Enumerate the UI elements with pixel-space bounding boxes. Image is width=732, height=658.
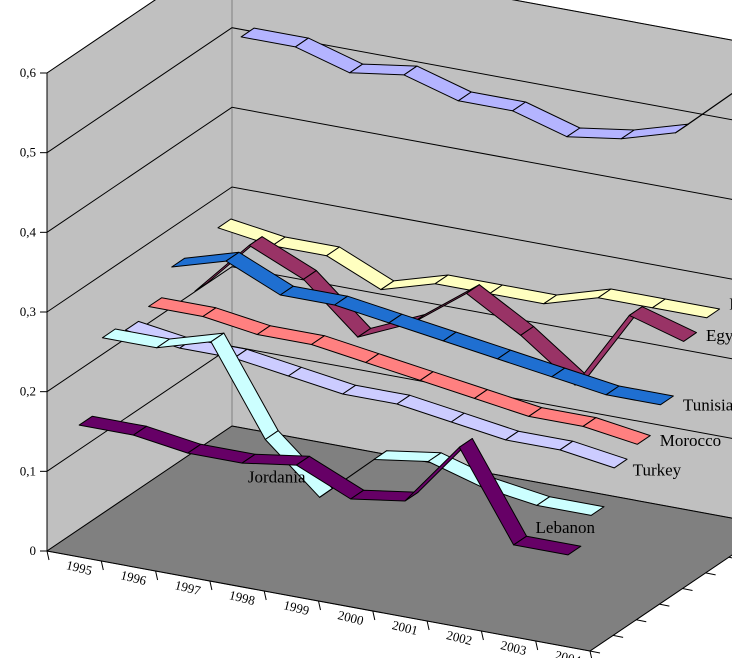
x-tick-label-1997: 1997 — [173, 577, 202, 598]
series-segment — [536, 496, 605, 516]
x-tick-mark — [426, 620, 430, 631]
x-tick-label-2000: 2000 — [336, 607, 365, 628]
x-tick-label-2004: 2004 — [554, 647, 583, 658]
series-jordania — [78, 415, 582, 556]
x-tick-mark — [100, 560, 104, 571]
depth-tick-mark — [705, 572, 716, 576]
series-label-israel: Israel — [729, 294, 732, 313]
series-label-tunisia: Tunisia — [683, 395, 732, 414]
series-algeria — [240, 27, 732, 140]
gridline — [46, 425, 732, 552]
x-tick-label-1996: 1996 — [119, 567, 148, 588]
x-tick-label-2002: 2002 — [445, 627, 474, 648]
series-label-jordania: Jordania — [248, 468, 306, 487]
depth-tick-mark — [589, 650, 601, 654]
series-segment — [675, 92, 732, 134]
y-tick-label: 0,3 — [20, 304, 36, 319]
gridline — [46, 186, 732, 313]
x-tick-mark — [535, 640, 539, 651]
gridline — [46, 106, 732, 233]
depth-tick-mark — [613, 634, 624, 638]
chart-series — [78, 27, 732, 556]
chart-gridlines — [46, 0, 732, 552]
x-tick-mark — [46, 550, 50, 561]
y-tick-label: 0,1 — [20, 463, 36, 478]
x-tick-mark — [318, 600, 321, 611]
series-label-lebanon: Lebanon — [536, 518, 596, 537]
series-israel — [217, 218, 721, 319]
x-tick-mark — [480, 630, 484, 641]
series-segment — [582, 417, 651, 445]
x-tick-label-1995: 1995 — [65, 557, 94, 578]
y-tick-label: 0,6 — [20, 65, 37, 80]
chart-series-labels: AlgeriaIsraelEgyptTunisiaMoroccoTurkeyLe… — [248, 294, 732, 537]
series-label-turkey: Turkey — [633, 461, 682, 480]
x-tick-label-2001: 2001 — [391, 617, 420, 638]
series-tunisia — [171, 251, 674, 406]
x-tick-label-2003: 2003 — [499, 637, 528, 658]
gridline — [46, 0, 732, 74]
y-tick-label: 0 — [30, 543, 37, 558]
x-tick-mark — [155, 570, 159, 581]
depth-tick-mark — [659, 603, 670, 607]
x-tick-mark — [589, 650, 593, 658]
series-morocco — [148, 297, 651, 445]
gridline — [46, 266, 732, 393]
series-turkey — [125, 320, 628, 469]
y-tick-label: 0,5 — [20, 145, 36, 160]
series-label-egypt: Egypt — [706, 326, 732, 345]
series-label-morocco: Morocco — [660, 431, 721, 450]
series-segment — [651, 298, 721, 319]
x-tick-mark — [263, 590, 267, 601]
gridline — [46, 27, 732, 154]
series-segment — [605, 385, 674, 406]
x-tick-label-1998: 1998 — [228, 587, 257, 608]
y-tick-label: 0,2 — [20, 384, 36, 399]
depth-tick-mark — [682, 588, 693, 591]
series-segment — [513, 535, 582, 556]
series-segment — [628, 306, 697, 342]
x-tick-mark — [372, 610, 376, 621]
depth-tick-mark — [636, 619, 647, 623]
series-segment — [559, 440, 628, 469]
depth-tick-mark — [728, 556, 732, 559]
chart-axes: 0 0,1 0,2 0,3 0,4 0,5 0,6 1995 1996 1997 1998 1999 2… — [20, 65, 732, 658]
x-tick-mark — [209, 580, 213, 591]
y-tick-label: 0,4 — [20, 224, 37, 239]
x-tick-label-1999: 1999 — [282, 597, 311, 618]
